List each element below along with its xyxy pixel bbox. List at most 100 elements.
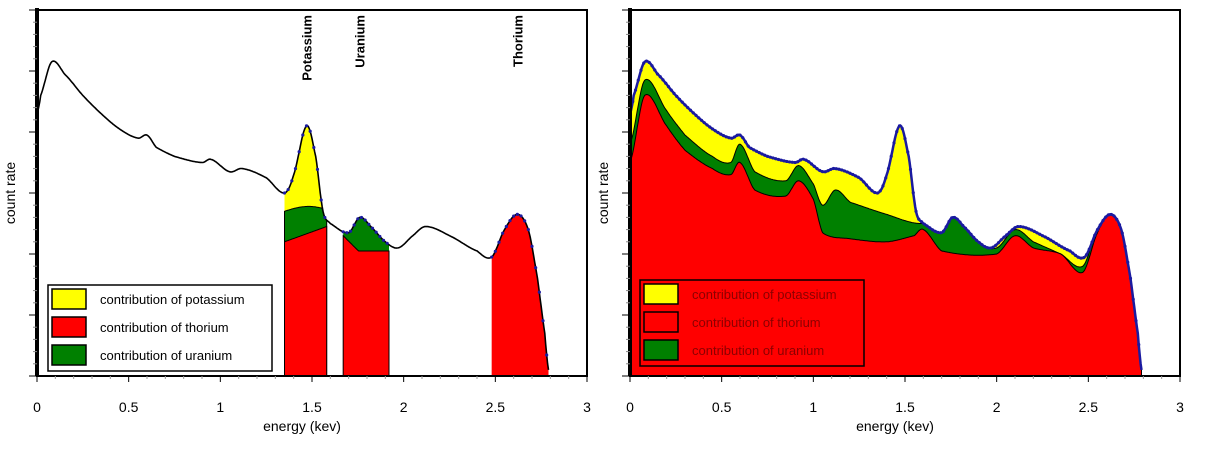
peak-label-potassium: Potassium xyxy=(300,15,315,81)
data-point-marker xyxy=(991,245,995,249)
data-point-marker xyxy=(996,241,1001,245)
data-point-marker xyxy=(545,353,549,357)
x-tick-label: 2.5 xyxy=(1079,399,1099,415)
legend-box xyxy=(639,279,865,367)
x-tick-label: 2.5 xyxy=(486,399,506,415)
data-point-marker xyxy=(653,68,657,72)
data-point-marker xyxy=(497,240,501,244)
data-point-marker xyxy=(903,137,907,141)
data-point-marker xyxy=(930,228,935,232)
data-point-marker xyxy=(675,94,679,98)
legend-label-potassium: contribution of potassium xyxy=(100,292,245,307)
legend-swatch-potassium xyxy=(643,283,679,305)
data-point-marker xyxy=(304,124,309,128)
data-point-marker xyxy=(829,167,833,172)
data-point-marker xyxy=(1079,256,1083,260)
data-point-marker xyxy=(798,158,803,162)
data-point-marker xyxy=(955,217,959,221)
legend-swatch-thorium xyxy=(643,311,679,333)
data-point-marker xyxy=(1090,240,1094,244)
data-point-marker xyxy=(897,124,902,128)
data-point-marker xyxy=(1049,238,1053,242)
data-point-marker xyxy=(1123,244,1127,249)
data-point-marker xyxy=(738,133,742,137)
x-tick-label: 2 xyxy=(400,399,408,415)
data-point-marker xyxy=(512,214,516,218)
data-point-marker xyxy=(683,103,687,107)
data-point-marker xyxy=(961,223,965,228)
data-point-marker xyxy=(878,189,882,193)
legend-left: contribution of potassium contribution of… xyxy=(47,284,273,372)
data-point-marker xyxy=(1104,215,1108,219)
data-point-marker xyxy=(889,154,893,158)
data-point-marker xyxy=(688,108,693,112)
data-point-marker xyxy=(963,226,968,230)
data-point-marker xyxy=(1073,253,1078,257)
data-point-marker xyxy=(1106,213,1111,217)
data-point-marker xyxy=(1087,247,1091,251)
data-point-marker xyxy=(851,172,855,177)
data-point-marker xyxy=(301,133,305,137)
thorium-contribution-area xyxy=(629,93,1142,377)
data-point-marker xyxy=(765,154,770,158)
data-point-marker xyxy=(713,129,717,133)
data-point-marker xyxy=(1076,255,1080,259)
data-point-marker xyxy=(633,88,638,92)
data-point-marker xyxy=(1018,225,1023,229)
data-point-marker xyxy=(699,118,704,122)
data-point-marker xyxy=(1109,212,1113,217)
data-point-marker xyxy=(1098,223,1102,227)
data-point-marker xyxy=(1065,248,1069,252)
data-point-marker xyxy=(804,158,808,162)
data-point-marker xyxy=(966,229,970,233)
data-point-marker xyxy=(826,169,830,173)
data-point-marker xyxy=(1032,229,1036,233)
data-point-marker xyxy=(341,230,345,234)
data-point-marker xyxy=(716,130,720,135)
data-point-marker xyxy=(636,78,640,82)
data-point-marker xyxy=(501,231,505,235)
data-point-marker xyxy=(680,100,684,104)
data-point-marker xyxy=(1002,235,1006,239)
data-point-marker xyxy=(919,220,924,224)
data-point-marker xyxy=(782,159,786,163)
data-point-marker xyxy=(743,140,748,144)
peak-label-uranium: Uranium xyxy=(353,15,368,68)
thorium-contribution-area xyxy=(342,234,390,377)
data-point-marker xyxy=(771,156,775,160)
x-axis-label: energy (kev) xyxy=(263,418,341,434)
x-tick-label: 1 xyxy=(216,399,224,415)
data-point-marker xyxy=(864,183,869,187)
data-point-marker xyxy=(490,255,494,259)
data-point-marker xyxy=(1013,226,1017,230)
legend-swatch-potassium xyxy=(51,288,87,310)
data-point-marker xyxy=(672,91,676,95)
data-point-marker xyxy=(983,244,987,249)
data-point-marker xyxy=(515,212,519,216)
legend-right: contribution of potassium contribution of… xyxy=(639,279,865,367)
data-point-marker xyxy=(493,249,497,253)
data-point-marker xyxy=(831,166,836,171)
data-point-marker xyxy=(1040,234,1045,238)
data-point-marker xyxy=(980,243,984,247)
data-point-marker xyxy=(650,64,654,68)
data-point-marker xyxy=(809,162,814,166)
data-point-marker xyxy=(785,159,789,164)
legend-label-uranium: contribution of uranium xyxy=(100,348,232,363)
x-tick-label: 1.5 xyxy=(895,399,915,415)
data-point-marker xyxy=(732,135,737,139)
data-point-marker xyxy=(1005,233,1009,237)
data-point-marker xyxy=(873,190,877,195)
data-point-marker xyxy=(526,228,530,232)
thorium-contribution-area xyxy=(491,214,549,376)
data-point-marker xyxy=(974,238,979,242)
data-point-marker xyxy=(1021,225,1025,229)
data-point-marker xyxy=(1128,276,1133,280)
data-point-marker xyxy=(933,229,937,233)
data-point-marker xyxy=(1084,253,1089,257)
data-point-marker xyxy=(647,60,651,65)
data-point-marker xyxy=(666,85,671,89)
data-point-marker xyxy=(853,174,858,178)
data-point-marker xyxy=(730,136,734,140)
data-point-marker xyxy=(727,136,731,140)
